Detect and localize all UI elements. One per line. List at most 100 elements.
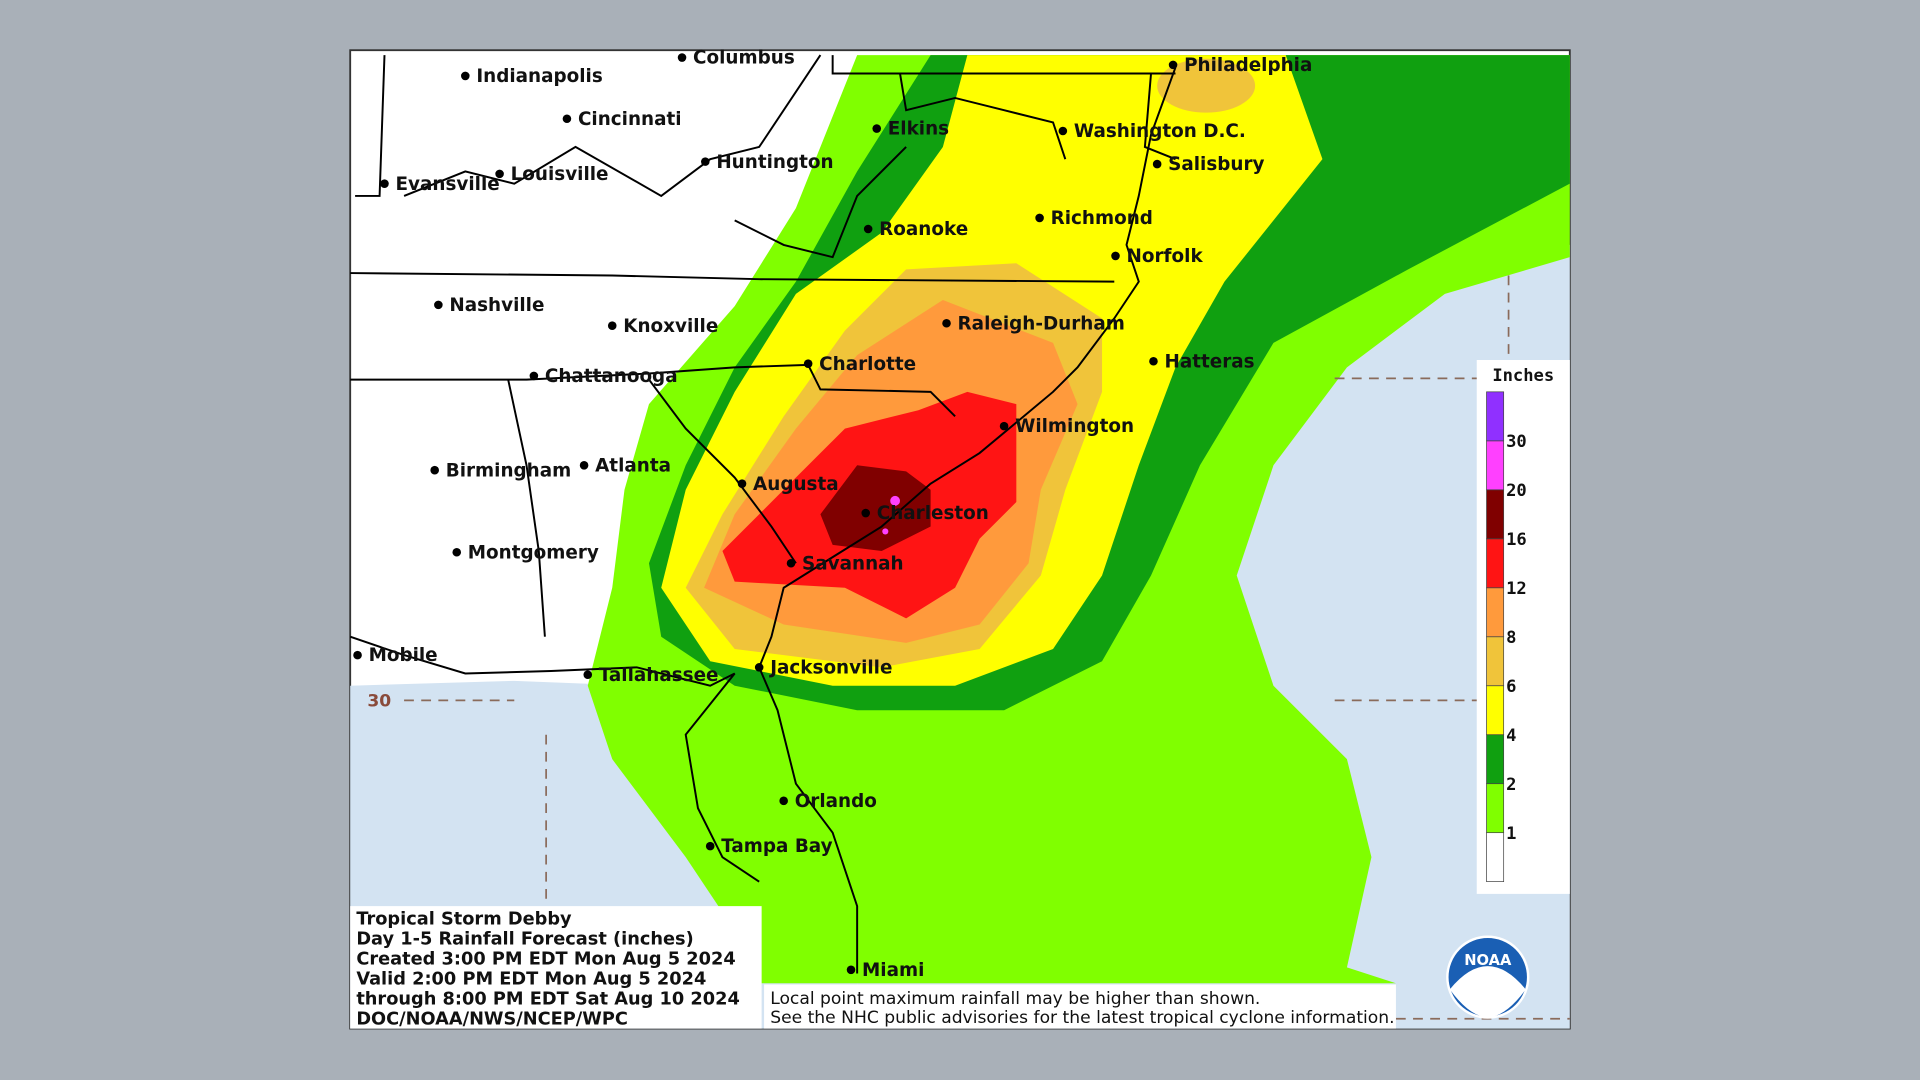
info-line: DOC/NOAA/NWS/NCEP/WPC [356, 1009, 628, 1029]
legend-tick-label: 8 [1506, 628, 1516, 648]
city-label: Tampa Bay [721, 836, 832, 857]
legend-swatch [1486, 440, 1505, 491]
footnote-line: See the NHC public advisories for the la… [770, 1008, 1394, 1028]
city-label: Tallahassee [599, 665, 719, 686]
city-label: Philadelphia [1184, 55, 1312, 76]
footnote-lines: Local point maximum rainfall may be high… [770, 989, 1394, 1028]
legend-tick-label: 1 [1506, 824, 1516, 844]
city-label: Atlanta [595, 455, 671, 476]
city-dot [737, 479, 747, 488]
info-line: Day 1-5 Rainfall Forecast (inches) [356, 929, 693, 949]
latitude-label: 30 [367, 692, 391, 712]
city-dot [430, 465, 439, 475]
city-dot [579, 461, 589, 470]
legend-swatch [1486, 587, 1505, 638]
city-dot [434, 300, 443, 310]
city-dot [1035, 213, 1044, 223]
city-label: Roanoke [879, 219, 968, 240]
city-label: Orlando [795, 791, 877, 812]
city-label: Nashville [449, 295, 544, 316]
city-label: Augusta [753, 474, 839, 495]
city-label: Louisville [511, 164, 609, 185]
city-dot [607, 321, 617, 330]
legend-swatch [1486, 832, 1505, 882]
city-dot [1058, 126, 1068, 136]
city-label: Savannah [802, 553, 904, 574]
city-label: Raleigh-Durham [958, 313, 1125, 334]
legend-swatch [1486, 685, 1505, 736]
city-dot [529, 371, 539, 381]
city-label: Jacksonville [768, 657, 892, 678]
city-dot [846, 965, 856, 975]
footnote-line: Local point maximum rainfall may be high… [770, 989, 1260, 1009]
city-dot [461, 71, 470, 81]
legend-tick-label: 16 [1506, 530, 1527, 550]
city-label: Knoxville [623, 316, 718, 337]
legend-title: Inches [1492, 366, 1554, 386]
legend-tick-label: 20 [1506, 481, 1527, 501]
city-label: Elkins [888, 119, 949, 140]
footnote-background [764, 984, 1396, 1029]
city-label: Evansville [396, 174, 500, 195]
borders [349, 54, 1177, 974]
city-dot [754, 663, 764, 672]
city-label: Norfolk [1127, 246, 1204, 267]
city-dot [495, 169, 504, 179]
city-dot [583, 670, 593, 679]
legend-tick-label: 6 [1506, 677, 1516, 697]
city-dot [1149, 356, 1158, 366]
noaa-logo: NOAA [1446, 935, 1530, 1019]
legend-swatch [1486, 489, 1505, 540]
city-dot [779, 796, 788, 806]
legend-tick-label: 12 [1506, 579, 1527, 599]
city-label: Miami [862, 960, 924, 981]
city-label: Birmingham [446, 460, 572, 481]
city-label: Washington D.C. [1074, 121, 1246, 142]
graticule [404, 275, 1570, 1020]
city-layer: Indianapolis Columbus Cincinnati Elkins Phil… [353, 48, 1312, 981]
city-dot [803, 359, 813, 368]
city-dot [1111, 251, 1120, 261]
city-label: Richmond [1051, 208, 1153, 229]
city-dot [1168, 60, 1178, 70]
city-dot [861, 508, 870, 518]
info-line: Valid 2:00 PM EDT Mon Aug 5 2024 [356, 969, 706, 989]
info-line: Created 3:00 PM EDT Mon Aug 5 2024 [356, 949, 735, 969]
footnote-box: Local point maximum rainfall may be high… [764, 984, 1396, 1029]
legend-tick-label: 4 [1506, 726, 1516, 746]
city-dot [863, 224, 873, 234]
city-dot [872, 124, 882, 133]
city-dot [562, 114, 572, 124]
info-line: Tropical Storm Debby [356, 909, 572, 929]
city-label: Chattanooga [545, 366, 678, 387]
city-dot [701, 157, 710, 166]
city-dot [677, 53, 687, 62]
city-label: Mobile [369, 645, 438, 666]
city-label: Charleston [877, 503, 989, 524]
city-label: Charlotte [819, 354, 916, 375]
city-dot [786, 558, 796, 568]
city-dot [353, 650, 362, 660]
legend-tick-label: 30 [1506, 432, 1527, 452]
legend-swatch [1486, 391, 1505, 442]
legend-tick-label: 2 [1506, 775, 1516, 795]
city-label: Montgomery [468, 542, 599, 563]
city-label: Huntington [716, 152, 833, 173]
city-dot [999, 421, 1009, 431]
city-dot [452, 547, 462, 557]
city-dot [1152, 159, 1162, 169]
city-label: Hatteras [1164, 351, 1254, 372]
legend-swatch [1486, 734, 1505, 785]
legend-swatch [1486, 538, 1505, 589]
city-dot [705, 841, 715, 851]
city-label: Indianapolis [476, 66, 603, 87]
city-label: Columbus [693, 48, 795, 69]
info-line: through 8:00 PM EDT Sat Aug 10 2024 [356, 989, 740, 1009]
legend-swatch [1486, 783, 1505, 834]
